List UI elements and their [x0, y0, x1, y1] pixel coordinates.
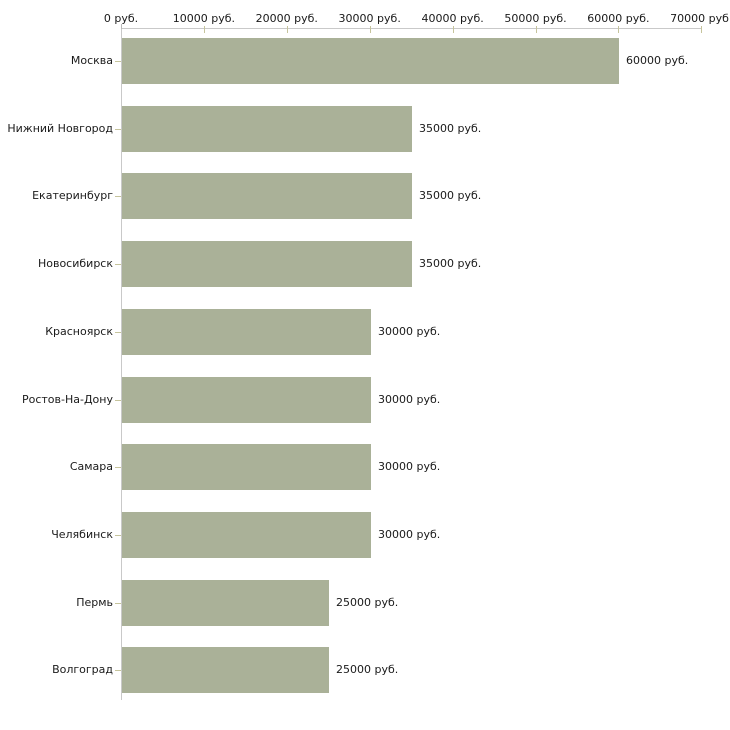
- chart-row: Пермь 25000 руб.: [0, 580, 730, 626]
- x-axis-tick: [121, 24, 122, 29]
- x-axis-tick-label: 40000 руб.: [421, 12, 484, 25]
- chart-row: Красноярск 30000 руб.: [0, 309, 730, 355]
- chart-row: Ростов-На-Дону 30000 руб.: [0, 377, 730, 423]
- x-axis-line: [121, 28, 702, 29]
- value-label: 30000 руб.: [378, 460, 441, 473]
- category-label: Ростов-На-Дону: [21, 393, 113, 406]
- x-axis-tick: [203, 26, 205, 33]
- y-axis-tick: [115, 61, 121, 62]
- bar: [122, 38, 619, 84]
- bar: [122, 241, 412, 287]
- chart-row: Волгоград 25000 руб.: [0, 647, 730, 693]
- x-axis-tick-label: 10000 руб.: [172, 12, 236, 25]
- category-label: Новосибирск: [37, 257, 113, 270]
- x-axis-tick: [452, 26, 454, 33]
- bar: [122, 444, 371, 490]
- x-axis-tick-label: 50000 руб.: [504, 12, 567, 25]
- y-axis-tick: [115, 332, 121, 333]
- x-axis-tick-label: 70000 руб.: [670, 12, 730, 25]
- value-label: 60000 руб.: [626, 54, 689, 67]
- value-label: 35000 руб.: [419, 257, 482, 270]
- value-label: 35000 руб.: [419, 122, 482, 135]
- category-label: Красноярск: [45, 325, 113, 338]
- bar: [122, 309, 371, 355]
- x-axis-tick-label: 20000 руб.: [255, 12, 318, 25]
- chart-row: Самара 30000 руб.: [0, 444, 730, 490]
- value-label: 35000 руб.: [419, 189, 482, 202]
- y-axis-tick: [115, 264, 121, 265]
- value-label: 30000 руб.: [378, 393, 441, 406]
- value-label: 25000 руб.: [336, 663, 399, 676]
- x-axis-tick-label: 0 руб.: [103, 12, 139, 25]
- y-axis-tick: [115, 129, 121, 130]
- chart-row: Москва 60000 руб.: [0, 38, 730, 84]
- bar: [122, 580, 329, 626]
- category-label: Волгоград: [52, 663, 113, 676]
- chart-row: Челябинск 30000 руб.: [0, 512, 730, 558]
- x-axis-tick: [618, 26, 620, 33]
- category-label: Екатеринбург: [32, 189, 113, 202]
- chart-row: Новосибирск 35000 руб.: [0, 241, 730, 287]
- y-axis-tick: [115, 196, 121, 197]
- y-axis-line: [121, 28, 122, 700]
- category-label: Пермь: [76, 596, 113, 609]
- category-label: Самара: [69, 460, 113, 473]
- value-label: 25000 руб.: [336, 596, 399, 609]
- y-axis-tick: [115, 467, 121, 468]
- y-axis-tick: [115, 670, 121, 671]
- y-axis-tick: [115, 535, 121, 536]
- bar: [122, 512, 371, 558]
- x-axis-tick-label: 30000 руб.: [338, 12, 401, 25]
- x-axis-tick: [535, 26, 537, 33]
- category-label: Москва: [70, 54, 113, 67]
- x-axis-tick: [286, 26, 288, 33]
- value-label: 30000 руб.: [378, 528, 441, 541]
- bar: [122, 647, 329, 693]
- category-label: Нижний Новгород: [7, 122, 113, 135]
- y-axis-tick: [115, 603, 121, 604]
- x-axis-tick: [369, 26, 371, 33]
- value-label: 30000 руб.: [378, 325, 441, 338]
- bar: [122, 377, 371, 423]
- bar: [122, 106, 412, 152]
- chart-row: Нижний Новгород 35000 руб.: [0, 106, 730, 152]
- x-axis-tick: [701, 26, 703, 33]
- x-axis-tick-label: 60000 руб.: [587, 12, 650, 25]
- chart-row: Екатеринбург 35000 руб.: [0, 173, 730, 219]
- y-axis-tick: [115, 400, 121, 401]
- bar: [122, 173, 412, 219]
- category-label: Челябинск: [51, 528, 113, 541]
